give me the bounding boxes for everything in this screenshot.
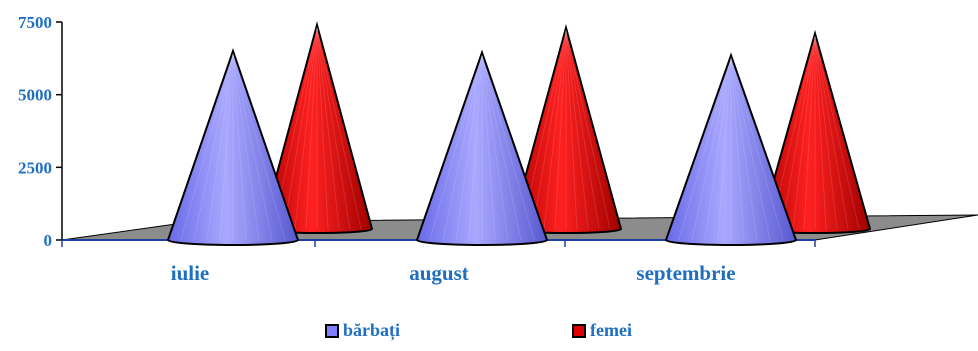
cone-facet [468,55,483,241]
legend-swatch-barbati [325,323,339,338]
cone-facet [283,27,318,230]
cone-facet [565,30,578,230]
cone-facet [305,27,318,230]
cone-barbati [664,52,798,246]
cone-body [664,52,798,246]
legend-item-barbati: bărbați [325,320,400,341]
cone-facet [316,27,351,230]
cone-facet [792,36,816,230]
cone-facet [481,55,535,241]
cone-facet [316,27,329,230]
cone-facet [193,53,234,241]
cone-facet [294,27,318,230]
cone-facet [442,55,483,241]
category-label: august [409,261,469,285]
y-tick-label: 0 [44,231,53,250]
cone-facet [232,53,260,241]
cone-facet [554,30,567,230]
cone-facet [232,54,247,241]
y-tick-label: 7500 [18,13,52,32]
cone-femei [260,21,374,234]
cone-facet [206,53,234,241]
cone-facet [730,58,758,241]
cone-facet [532,30,567,230]
legend-label-barbati: bărbați [343,320,401,340]
cone-facet [814,36,827,230]
cone-facet [814,36,849,230]
cone-facet [232,53,286,241]
cone-facet [219,54,234,241]
cone-facet [691,58,732,241]
cone-facet [704,58,732,241]
cone-facet [730,58,745,241]
cone-body [415,49,549,246]
cone-facet [232,53,273,241]
cone-facet [316,27,340,230]
legend-item-femei: femei [572,320,632,341]
legend-swatch-femei [572,323,586,338]
cone-facet [481,55,496,241]
cone-facet [565,30,600,230]
cone-barbati [415,49,549,246]
cone-facet [803,36,816,230]
cone-facet [565,30,611,230]
cone-facet [481,55,522,241]
category-label: iulie [171,261,210,285]
cone-facet [543,30,567,230]
legend-label-femei: femei [590,320,632,340]
y-tick-label: 5000 [18,86,52,105]
cone-facet [730,58,771,241]
cone-facet [717,58,732,241]
cone-facet [781,36,816,230]
cone-facet [565,30,589,230]
cone-facet [730,58,784,241]
cone-facet [678,58,732,241]
cone-chart: 0 2500 5000 7500 iulie august septembrie [18,13,978,285]
cone-facet [429,55,483,241]
legend: bărbați femei [0,318,978,346]
cone-facet [180,53,234,241]
cone-facet [316,27,362,230]
y-tick-label: 2500 [18,158,52,177]
category-label: septembrie [636,261,735,285]
cone-femei [509,24,623,234]
cone-body [166,47,300,246]
cone-facet [814,36,860,230]
cone-facet [814,36,838,230]
cone-facet [455,55,483,241]
cone-facet [481,55,509,241]
cone-barbati [166,47,300,246]
